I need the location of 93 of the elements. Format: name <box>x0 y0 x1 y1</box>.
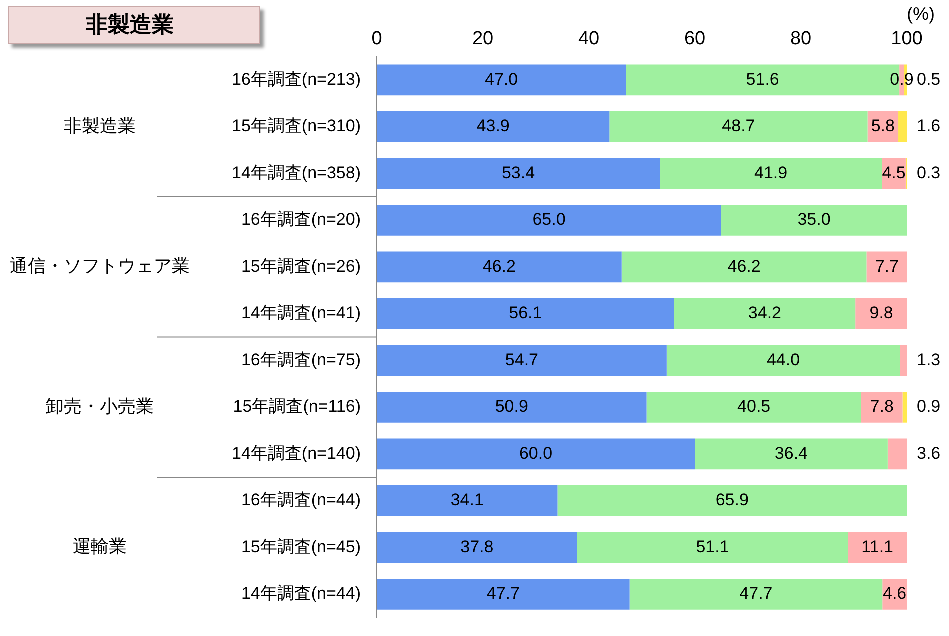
data-label: 4.5 <box>882 163 906 182</box>
bar <box>577 532 848 564</box>
bar <box>377 345 667 376</box>
data-label: 4.6 <box>882 584 907 604</box>
bar <box>848 532 907 564</box>
text: 非製造業 <box>64 116 136 136</box>
bar <box>377 486 558 516</box>
y-tick-label: 16年調査(n=213) <box>232 70 361 89</box>
bar <box>888 438 907 470</box>
x-axis-title: (%) <box>907 4 935 25</box>
data-label: 51.1 <box>696 537 730 556</box>
data-label: 9.8 <box>870 304 894 323</box>
data-label: 47.7 <box>486 584 520 604</box>
bar <box>610 112 868 142</box>
data-label: 34.1 <box>450 490 484 510</box>
data-label: 54.7 <box>505 350 538 370</box>
data-label: 37.8 <box>460 537 494 556</box>
bar <box>898 112 907 142</box>
y-tick-label: 15年調査(n=116) <box>233 397 361 416</box>
x-tick-label: 40 <box>578 28 600 50</box>
bar <box>695 438 888 470</box>
bar <box>377 578 630 610</box>
bar <box>660 158 882 190</box>
bar <box>666 345 900 376</box>
data-label: 0.3 <box>917 163 941 182</box>
y-tick-label: 16年調査(n=20) <box>241 210 361 230</box>
bar <box>900 345 907 376</box>
data-label: 0.9 <box>890 70 914 89</box>
data-label: 60.0 <box>519 444 553 463</box>
bar <box>902 392 907 423</box>
x-tick-label: 60 <box>684 28 706 50</box>
bar <box>377 158 660 190</box>
data-label: 46.2 <box>728 256 761 276</box>
x-tick-label: 20 <box>472 28 494 50</box>
bar <box>377 438 695 470</box>
data-label: 56.1 <box>509 304 542 323</box>
data-label: 11.1 <box>862 537 894 556</box>
data-label: 35.0 <box>798 210 831 230</box>
data-label: 47.0 <box>485 70 518 89</box>
data-label: 3.6 <box>917 444 941 463</box>
bar <box>722 205 907 236</box>
data-label: 34.2 <box>748 304 782 323</box>
y-tick-label: 14年調査(n=44) <box>241 584 361 604</box>
data-label: 7.7 <box>875 256 899 276</box>
data-label: 51.6 <box>746 70 780 89</box>
bar <box>630 578 883 610</box>
data-label: 46.2 <box>482 256 516 276</box>
data-label: 5.8 <box>871 116 895 136</box>
y-tick-label: 15年調査(n=26) <box>241 256 361 276</box>
text: 通信・ソフトウェア業 <box>10 256 190 276</box>
bar <box>861 392 903 423</box>
text: 卸売・小売業 <box>46 396 154 416</box>
y-tick-label: 14年調査(n=140) <box>232 444 361 463</box>
x-tick-label: 80 <box>790 28 812 50</box>
text: 非製造業 <box>86 12 174 38</box>
x-tick-label: 100 <box>891 28 923 50</box>
data-label: 7.8 <box>870 397 894 416</box>
data-label: 48.7 <box>722 116 756 136</box>
bar <box>674 298 856 330</box>
data-label: 1.6 <box>917 116 941 136</box>
y-tick-label: 16年調査(n=75) <box>241 350 361 370</box>
data-label: 41.9 <box>754 163 788 182</box>
bar <box>646 392 862 423</box>
data-label: 0.9 <box>917 397 941 416</box>
text: 運輸業 <box>73 536 127 557</box>
bar <box>377 532 578 564</box>
data-label: 44.0 <box>766 350 800 370</box>
x-tick-label: 0 <box>372 28 382 50</box>
bar <box>377 112 610 142</box>
bar <box>377 64 626 96</box>
data-label: 65.0 <box>532 210 566 230</box>
bar <box>622 252 867 283</box>
y-tick-label: 16年調査(n=44) <box>241 490 361 510</box>
bar <box>558 486 907 516</box>
data-label: 65.9 <box>716 490 749 510</box>
bar <box>377 252 622 283</box>
bar <box>856 298 907 330</box>
data-label: 0.5 <box>917 70 941 89</box>
y-tick-label: 15年調査(n=310) <box>232 116 361 136</box>
data-label: 40.5 <box>738 397 771 416</box>
bar <box>866 252 907 283</box>
y-tick-label: 14年調査(n=358) <box>232 163 361 182</box>
data-label: 36.4 <box>774 444 808 463</box>
data-label: 47.7 <box>740 584 773 604</box>
data-label: 43.9 <box>476 116 510 136</box>
y-tick-label: 14年調査(n=41) <box>241 304 361 323</box>
data-label: 50.9 <box>495 397 528 416</box>
data-label: 1.3 <box>917 350 941 370</box>
y-tick-label: 15年調査(n=45) <box>241 537 361 556</box>
bar <box>377 392 647 423</box>
bar <box>377 205 722 236</box>
data-label: 53.4 <box>502 163 536 182</box>
bar <box>377 298 674 330</box>
